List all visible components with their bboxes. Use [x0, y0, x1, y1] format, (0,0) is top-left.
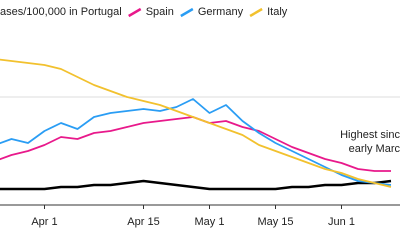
x-tick-label: May 15 [257, 216, 293, 228]
x-tick-label: Apr 15 [127, 216, 159, 228]
legend-swatch [249, 7, 263, 18]
legend-label: Spain [146, 6, 174, 18]
x-tick-label: Apr 1 [31, 216, 57, 228]
legend-label: Italy [267, 6, 288, 18]
legend-label: ases/100,000 in Portugal [0, 6, 122, 18]
annotation: Highest sinc [340, 129, 400, 141]
legend-swatch [128, 7, 142, 18]
legend-swatch [180, 7, 194, 18]
x-tick-label: May 1 [195, 216, 225, 228]
annotation: early Marc [349, 143, 400, 155]
x-tick-label: Jun 1 [328, 216, 355, 228]
series-line [0, 58, 392, 188]
series-line [0, 179, 392, 191]
series-line [0, 98, 392, 186]
legend-label: Germany [198, 6, 244, 18]
